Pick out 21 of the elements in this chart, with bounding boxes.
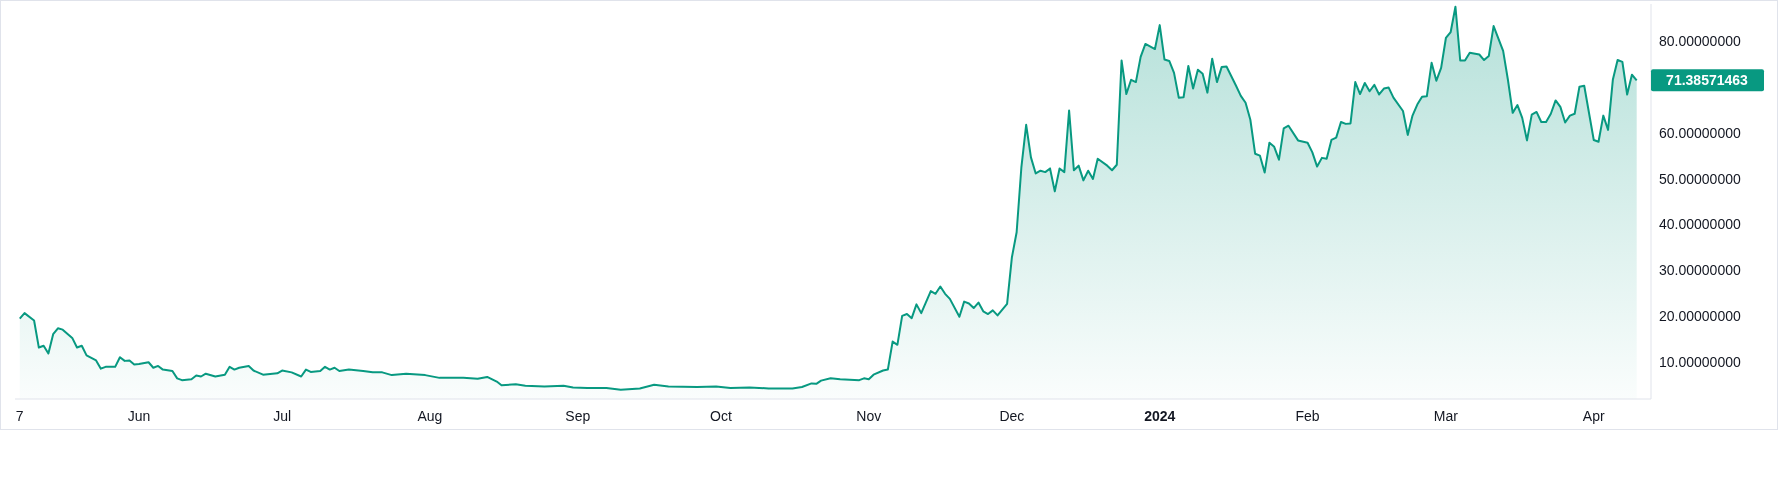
- y-tick-label: 10.00000000: [1659, 354, 1741, 371]
- y-tick-label: 50.00000000: [1659, 170, 1741, 187]
- x-tick-label: Sep: [565, 408, 591, 424]
- y-tick-label: 60.00000000: [1659, 124, 1741, 141]
- y-tick-label: 40.00000000: [1659, 216, 1741, 233]
- annotation: 71.38571463: [1666, 72, 1749, 89]
- y-tick-label: 30.00000000: [1659, 262, 1741, 279]
- y-tick-label: 20.00000000: [1659, 308, 1741, 325]
- y-tick-label: 80.00000000: [1659, 32, 1741, 49]
- x-tick-label: Aug: [417, 408, 443, 424]
- x-tick-label: 7: [15, 408, 24, 424]
- x-tick-label: Apr: [1582, 408, 1605, 424]
- value-tag: 71.38571463: [1651, 69, 1764, 92]
- x-tick-label: Dec: [999, 408, 1025, 424]
- x-tick-label: Jun: [127, 408, 151, 424]
- x-tick-label: 2024: [1144, 408, 1176, 424]
- x-tick-label: Mar: [1433, 408, 1459, 424]
- x-tick-label: Feb: [1295, 408, 1320, 424]
- x-tick-label: Nov: [856, 408, 882, 424]
- x-tick-label: Oct: [710, 408, 732, 424]
- x-tick-label: Jul: [273, 408, 292, 424]
